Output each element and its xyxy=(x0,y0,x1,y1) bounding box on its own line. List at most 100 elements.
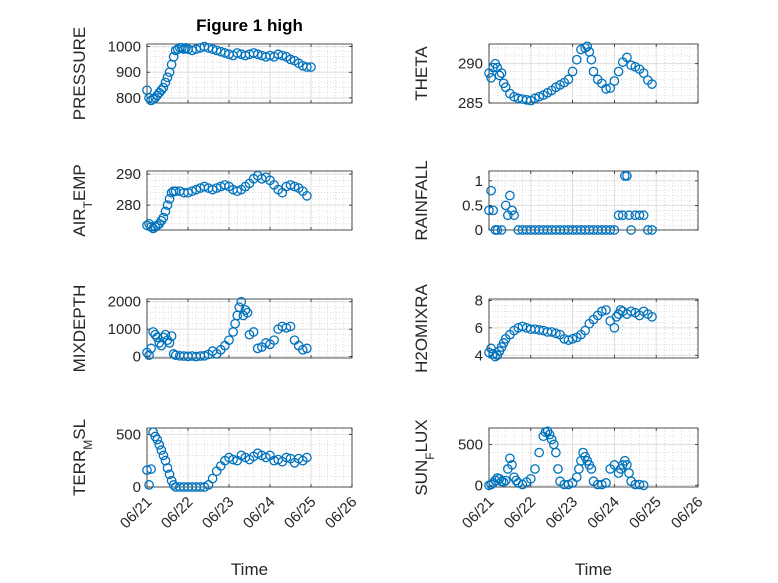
data-point xyxy=(302,62,312,72)
data-point xyxy=(164,469,175,480)
y-tick-label: 285 xyxy=(458,95,483,112)
data-point xyxy=(624,468,634,478)
data-point xyxy=(302,190,312,201)
data-point xyxy=(626,225,636,235)
data-point xyxy=(168,349,179,359)
data-point xyxy=(601,478,611,488)
data-point xyxy=(580,325,590,336)
data-point xyxy=(563,335,574,346)
data-point xyxy=(574,464,584,474)
data-point xyxy=(613,210,624,221)
data-point xyxy=(164,338,175,348)
data-point xyxy=(220,180,230,190)
data-point xyxy=(582,41,593,52)
y-tick-label: 0 xyxy=(475,477,483,494)
data-point xyxy=(162,463,173,473)
data-point xyxy=(551,447,561,458)
data-point xyxy=(567,66,578,77)
data-point xyxy=(146,222,156,232)
data-point xyxy=(160,77,171,88)
data-point xyxy=(144,350,154,361)
data-point xyxy=(597,306,607,317)
data-point xyxy=(236,296,247,307)
y-tick-label: 500 xyxy=(458,436,483,453)
data-point xyxy=(563,479,574,490)
y-tick-label: 900 xyxy=(116,64,141,81)
subplot-sun-flux: 0 500 06/21 06/22 06/23 06/24 06/25 06/26 Time SU… xyxy=(412,419,706,579)
data-point xyxy=(248,327,259,337)
y-tick-label: 1 xyxy=(475,173,483,190)
y-tick-label: 0 xyxy=(133,479,141,496)
data-point xyxy=(609,76,620,86)
x-tick-label: 06/24 xyxy=(584,493,623,532)
data-point xyxy=(234,302,245,313)
axes-box xyxy=(146,427,353,488)
y-axis-label: PRESSURE xyxy=(70,27,89,121)
data-point xyxy=(306,62,316,72)
axes-box xyxy=(146,298,353,359)
data-point xyxy=(281,452,292,463)
data-point xyxy=(181,42,191,53)
data-point xyxy=(563,74,574,85)
data-point xyxy=(498,477,509,487)
subplot-air-temp: 280 290 AIRTEMP xyxy=(70,164,353,237)
data-point xyxy=(252,343,263,354)
data-point xyxy=(289,181,300,192)
data-point xyxy=(609,225,620,235)
data-point xyxy=(232,186,243,197)
data-point xyxy=(207,184,218,195)
subplot-rainfall: 0 0.5 1 RAINFALL xyxy=(412,160,699,241)
data-point xyxy=(484,205,494,216)
data-point xyxy=(611,311,622,322)
axes-box xyxy=(488,298,699,359)
data-point xyxy=(500,200,511,211)
data-point xyxy=(187,186,197,197)
data-point xyxy=(634,210,645,221)
data-point xyxy=(624,210,634,221)
data-point xyxy=(486,343,496,354)
data-point xyxy=(146,464,156,474)
data-point xyxy=(622,171,632,181)
x-tick-label: 06/22 xyxy=(158,493,197,532)
data-point xyxy=(500,475,511,486)
data-point xyxy=(158,82,169,93)
data-point xyxy=(199,350,210,361)
data-point xyxy=(605,83,616,93)
data-point xyxy=(546,327,557,337)
subplot-h2omixra: 4 6 8 H2OMIXRA xyxy=(412,283,699,373)
data-point xyxy=(534,447,545,458)
chart-title: Figure 1 high xyxy=(196,16,303,35)
data-point xyxy=(605,225,616,235)
data-point xyxy=(647,311,657,322)
data-point xyxy=(162,200,173,211)
x-tick-label: 06/25 xyxy=(281,493,320,532)
data-point xyxy=(281,322,292,333)
data-point xyxy=(242,307,253,318)
data-point xyxy=(302,343,312,354)
data-point xyxy=(534,91,545,102)
x-tick-label: 06/21 xyxy=(459,493,498,532)
data-point xyxy=(530,464,540,474)
data-point xyxy=(488,349,499,359)
x-tick-label: 06/22 xyxy=(501,493,540,532)
data-point xyxy=(207,473,218,484)
data-point xyxy=(634,479,645,490)
data-point xyxy=(601,83,611,94)
data-point xyxy=(617,210,628,221)
x-tick-label: 06/21 xyxy=(117,493,156,532)
data-point xyxy=(228,454,238,465)
data-point xyxy=(160,206,171,217)
data-point xyxy=(158,212,169,223)
data-point xyxy=(154,440,165,450)
data-point xyxy=(261,338,271,348)
y-tick-label: 2000 xyxy=(108,294,141,311)
y-tick-label: 0.5 xyxy=(462,197,483,214)
data-point xyxy=(588,66,599,77)
data-point xyxy=(622,52,632,63)
data-point xyxy=(586,464,597,474)
y-axis-label: H2OMIXRA xyxy=(412,283,431,372)
data-point xyxy=(571,54,582,65)
data-point xyxy=(525,473,536,484)
y-tick-label: 290 xyxy=(458,56,483,73)
data-point xyxy=(285,180,296,190)
